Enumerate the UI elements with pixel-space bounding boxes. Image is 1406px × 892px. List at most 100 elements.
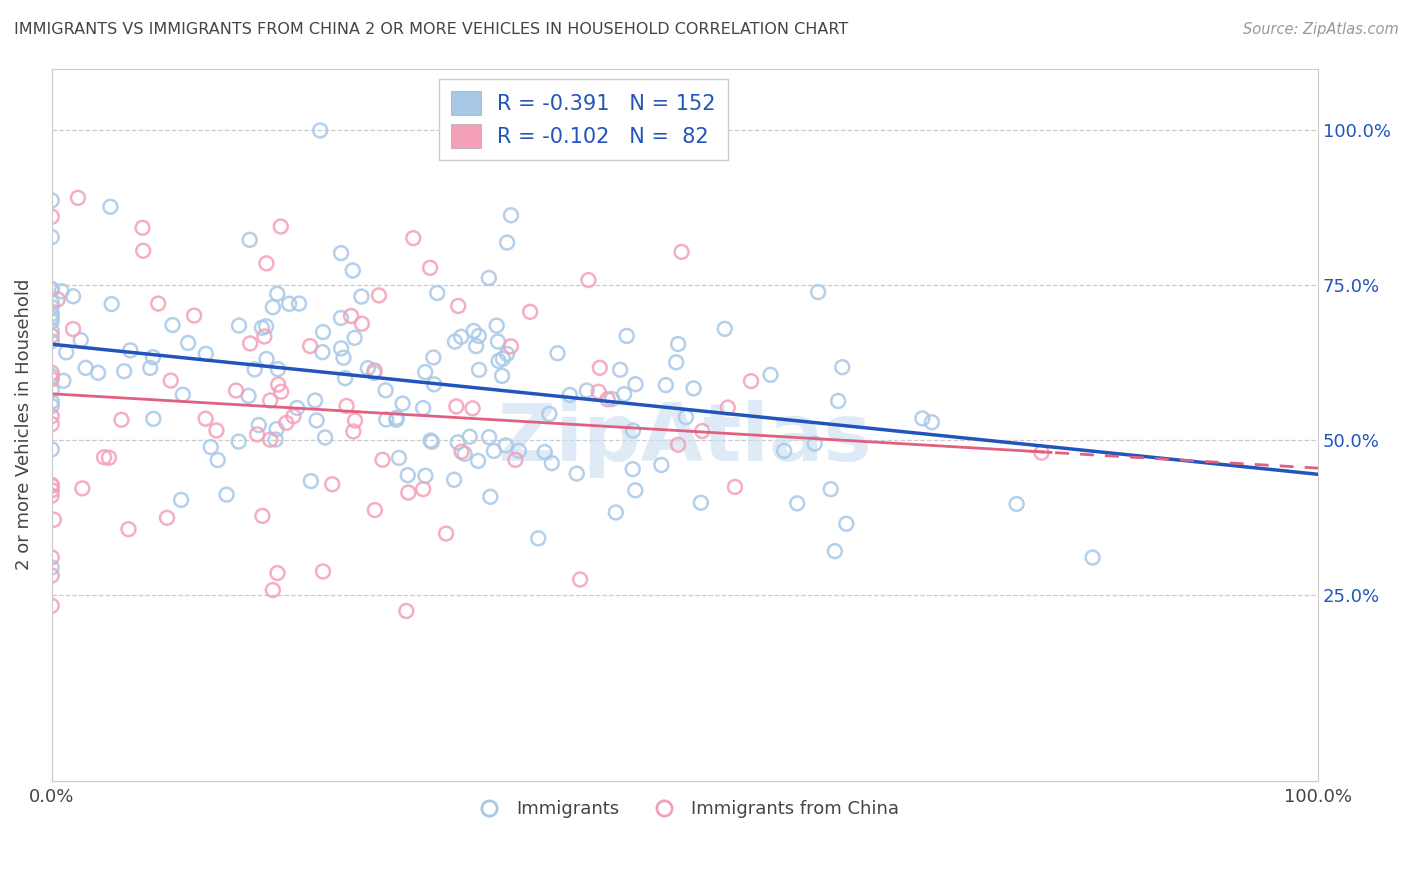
Point [596, 392, 619, 407]
Point [266, 422, 288, 436]
Point [52, 374, 75, 388]
Point [194, 411, 217, 425]
Point [1005, 497, 1028, 511]
Point [385, 413, 408, 427]
Point [364, 503, 387, 517]
Point [675, 410, 697, 425]
Point [666, 438, 689, 452]
Point [388, 450, 411, 465]
Point [458, 430, 481, 444]
Point [335, 399, 357, 413]
Point [605, 505, 627, 519]
Point [491, 368, 513, 383]
Point [194, 347, 217, 361]
Point [259, 393, 281, 408]
Point [499, 339, 522, 353]
Point [270, 384, 292, 399]
Point [288, 296, 311, 310]
Point [519, 305, 541, 319]
Point [340, 309, 363, 323]
Point [156, 510, 179, 524]
Point [132, 244, 155, 258]
Point [344, 413, 367, 427]
Point [41, 599, 63, 613]
Point [41, 282, 63, 296]
Point [391, 396, 413, 410]
Point [465, 339, 488, 353]
Point [72, 481, 94, 495]
Point [207, 453, 229, 467]
Legend: Immigrants, Immigrants from China: Immigrants, Immigrants from China [464, 793, 907, 825]
Point [41, 334, 63, 349]
Point [311, 345, 333, 359]
Point [450, 330, 472, 344]
Point [447, 435, 470, 450]
Point [419, 260, 441, 275]
Point [112, 364, 135, 378]
Point [671, 244, 693, 259]
Point [569, 573, 592, 587]
Point [463, 324, 485, 338]
Point [609, 363, 631, 377]
Point [468, 363, 491, 377]
Point [41, 366, 63, 380]
Point [588, 384, 610, 399]
Point [117, 522, 139, 536]
Point [831, 360, 853, 375]
Point [786, 496, 808, 510]
Point [41, 314, 63, 328]
Point [650, 458, 672, 472]
Point [621, 424, 644, 438]
Point [239, 336, 262, 351]
Point [66, 191, 89, 205]
Point [419, 434, 441, 448]
Point [499, 208, 522, 222]
Point [565, 467, 588, 481]
Point [41, 478, 63, 492]
Point [139, 361, 162, 376]
Point [827, 394, 849, 409]
Point [41, 324, 63, 338]
Point [508, 443, 530, 458]
Point [547, 346, 569, 360]
Point [250, 320, 273, 334]
Point [183, 309, 205, 323]
Point [496, 235, 519, 250]
Point [495, 438, 517, 452]
Point [228, 318, 250, 333]
Point [41, 568, 63, 582]
Point [41, 442, 63, 457]
Point [420, 434, 443, 449]
Point [62, 289, 84, 303]
Point [600, 392, 623, 406]
Point [97, 450, 120, 465]
Point [350, 317, 373, 331]
Point [259, 433, 281, 447]
Point [69, 333, 91, 347]
Point [450, 444, 472, 458]
Point [162, 318, 184, 332]
Point [621, 462, 644, 476]
Text: ZipAtlas: ZipAtlas [498, 400, 872, 478]
Point [759, 368, 782, 382]
Point [690, 424, 713, 438]
Point [41, 295, 63, 310]
Point [505, 453, 527, 467]
Point [142, 350, 165, 364]
Point [256, 256, 278, 270]
Point [205, 424, 228, 438]
Point [479, 490, 502, 504]
Point [1081, 550, 1104, 565]
Point [496, 347, 519, 361]
Point [371, 452, 394, 467]
Point [267, 377, 290, 392]
Point [538, 407, 561, 421]
Point [717, 401, 740, 415]
Point [343, 331, 366, 345]
Point [254, 319, 277, 334]
Point [482, 444, 505, 458]
Point [239, 233, 262, 247]
Point [396, 485, 419, 500]
Point [385, 410, 408, 425]
Point [172, 387, 194, 401]
